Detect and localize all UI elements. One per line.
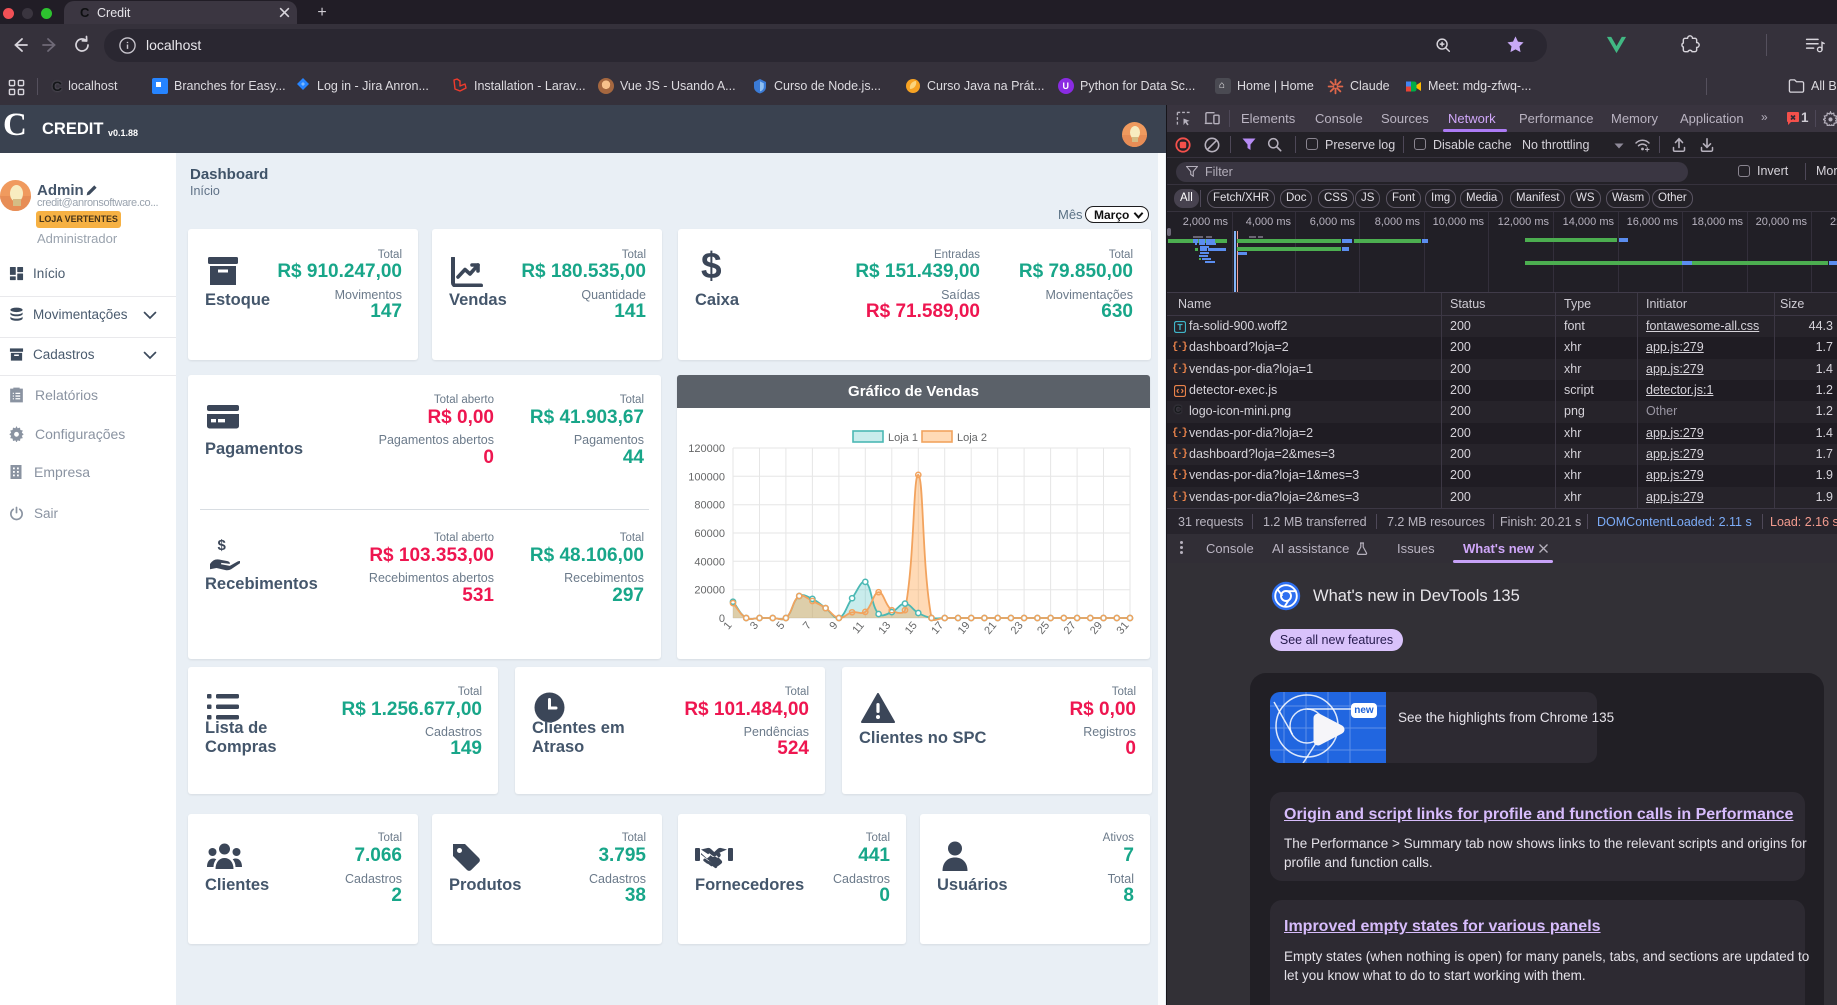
svg-text:11: 11 [850, 620, 867, 636]
svg-text:100000: 100000 [688, 471, 725, 483]
svg-text:23: 23 [1009, 620, 1026, 637]
svg-text:29: 29 [1088, 620, 1105, 637]
svg-text:19: 19 [956, 620, 973, 637]
svg-text:Loja 1: Loja 1 [888, 432, 918, 444]
svg-text:20000: 20000 [694, 585, 725, 597]
svg-text:7: 7 [801, 620, 814, 632]
svg-text:120000: 120000 [688, 443, 725, 455]
svg-text:80000: 80000 [694, 500, 725, 512]
svg-text:17: 17 [929, 620, 946, 637]
svg-text:40000: 40000 [694, 556, 725, 568]
svg-text:25: 25 [1035, 620, 1052, 637]
svg-text:3: 3 [748, 620, 761, 632]
svg-text:9: 9 [827, 620, 840, 632]
svg-text:27: 27 [1062, 620, 1079, 637]
svg-text:60000: 60000 [694, 528, 725, 540]
svg-text:Loja 2: Loja 2 [957, 432, 987, 444]
svg-text:15: 15 [903, 620, 920, 637]
svg-text:21: 21 [982, 620, 999, 637]
svg-text:1: 1 [721, 620, 734, 632]
svg-text:13: 13 [876, 620, 893, 637]
svg-text:5: 5 [774, 620, 787, 632]
svg-text:31: 31 [1115, 620, 1132, 637]
svg-text:$: $ [218, 537, 227, 554]
svg-text:0: 0 [719, 613, 725, 625]
